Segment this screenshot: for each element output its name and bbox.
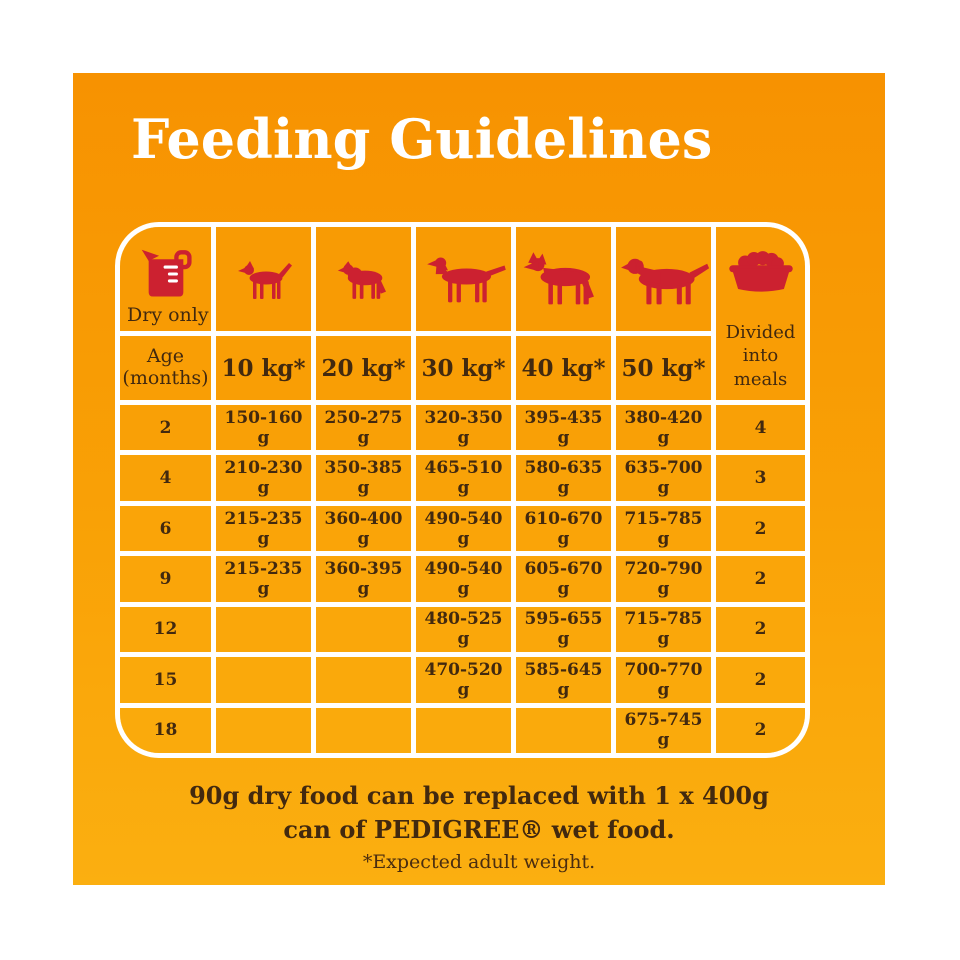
divided-line-1: Divided	[725, 322, 796, 343]
value-cell-50kg: 715-785 g	[616, 505, 711, 552]
footnote-expected-adult-weight: *Expected adult weight.	[362, 851, 596, 874]
dog-40kg-cell	[516, 227, 611, 331]
value-cell-30kg	[416, 707, 511, 753]
value-cell-50kg: 380-420 g	[616, 405, 711, 451]
value-cell-30kg: 470-520 g	[416, 657, 511, 703]
dry-only-cell: Dry only	[120, 227, 211, 331]
setter-dog-icon	[426, 257, 506, 303]
feeding-table-grid: Divided into meals Dry only	[120, 227, 805, 753]
value-cell-40kg	[516, 707, 611, 753]
age-cell: 9	[120, 556, 211, 602]
value-cell-50kg: 715-785 g	[616, 606, 711, 653]
value-cell-20kg: 350-385 g	[316, 455, 411, 501]
dog-10kg-cell	[216, 227, 311, 331]
value-cell-10kg: 150-160 g	[216, 405, 311, 451]
age-cell: 6	[120, 505, 211, 552]
small-terrier-dog-icon	[237, 261, 292, 299]
age-header-line1: Age	[146, 345, 185, 368]
divided-into-meals-cell: Divided into meals	[716, 227, 805, 400]
value-cell-10kg	[216, 707, 311, 753]
value-cell-30kg: 320-350 g	[416, 405, 511, 451]
feeding-guidelines-card: Feeding Guidelines Divided into meals	[73, 73, 885, 885]
value-cell-20kg: 360-400 g	[316, 505, 411, 552]
age-header-cell: Age (months)	[120, 336, 211, 400]
value-cell-10kg: 210-230 g	[216, 455, 311, 501]
value-cell-50kg: 720-790 g	[616, 556, 711, 602]
value-cell-30kg: 490-540 g	[416, 505, 511, 552]
value-cell-30kg: 480-525 g	[416, 606, 511, 653]
feeding-table: Divided into meals Dry only	[115, 222, 810, 758]
age-cell: 2	[120, 405, 211, 451]
german-shepherd-dog-icon	[523, 252, 594, 305]
value-cell-20kg: 360-395 g	[316, 556, 411, 602]
value-cell-40kg: 595-655 g	[516, 606, 611, 653]
value-cell-20kg	[316, 657, 411, 703]
measuring-jug-icon	[141, 249, 192, 297]
age-cell: 15	[120, 657, 211, 703]
meals-cell: 2	[716, 707, 805, 753]
footer-line2: can of PEDIGREE® wet food.	[283, 814, 675, 844]
age-cell: 4	[120, 455, 211, 501]
value-cell-50kg: 635-700 g	[616, 455, 711, 501]
age-cell: 18	[120, 707, 211, 753]
value-cell-40kg: 395-435 g	[516, 405, 611, 451]
weight-header-30kg: 30 kg*	[416, 336, 511, 400]
divided-line-2: into	[742, 345, 779, 367]
footer: 90g dry food can be replaced with 1 x 40…	[73, 779, 885, 873]
value-cell-10kg	[216, 606, 311, 653]
divided-into-meals-label: Divided into meals	[726, 321, 796, 391]
value-cell-40kg: 605-670 g	[516, 556, 611, 602]
value-cell-10kg: 215-235 g	[216, 505, 311, 552]
value-cell-40kg: 580-635 g	[516, 455, 611, 501]
weight-header-10kg: 10 kg*	[216, 336, 311, 400]
meals-cell: 2	[716, 657, 805, 703]
weight-header-20kg: 20 kg*	[316, 336, 411, 400]
value-cell-50kg: 675-745 g	[616, 707, 711, 753]
value-cell-10kg	[216, 657, 311, 703]
dog-20kg-cell	[316, 227, 411, 331]
meals-cell: 2	[716, 505, 805, 552]
value-cell-40kg: 585-645 g	[516, 657, 611, 703]
age-header-line2: (months)	[122, 367, 209, 389]
value-cell-20kg	[316, 606, 411, 653]
food-bowl-icon	[728, 251, 793, 292]
retriever-dog-icon	[621, 258, 710, 305]
page-title: Feeding Guidelines	[131, 107, 713, 171]
meals-cell: 2	[716, 606, 805, 653]
divided-line-3: meals	[733, 368, 788, 390]
value-cell-20kg: 250-275 g	[316, 405, 411, 451]
value-cell-20kg	[316, 707, 411, 753]
dog-50kg-cell	[616, 227, 711, 331]
meals-cell: 3	[716, 455, 805, 501]
weight-header-40kg: 40 kg*	[516, 336, 611, 400]
value-cell-30kg: 490-540 g	[416, 556, 511, 602]
age-cell: 12	[120, 606, 211, 653]
value-cell-10kg: 215-235 g	[216, 556, 311, 602]
footer-line1: 90g dry food can be replaced with 1 x 40…	[189, 781, 769, 810]
value-cell-40kg: 610-670 g	[516, 505, 611, 552]
dog-30kg-cell	[416, 227, 511, 331]
meals-cell: 2	[716, 556, 805, 602]
dry-only-label: Dry only	[127, 304, 209, 326]
value-cell-30kg: 465-510 g	[416, 455, 511, 501]
collie-dog-icon	[337, 261, 386, 299]
meals-cell: 4	[716, 405, 805, 451]
value-cell-50kg: 700-770 g	[616, 657, 711, 703]
weight-header-50kg: 50 kg*	[616, 336, 711, 400]
